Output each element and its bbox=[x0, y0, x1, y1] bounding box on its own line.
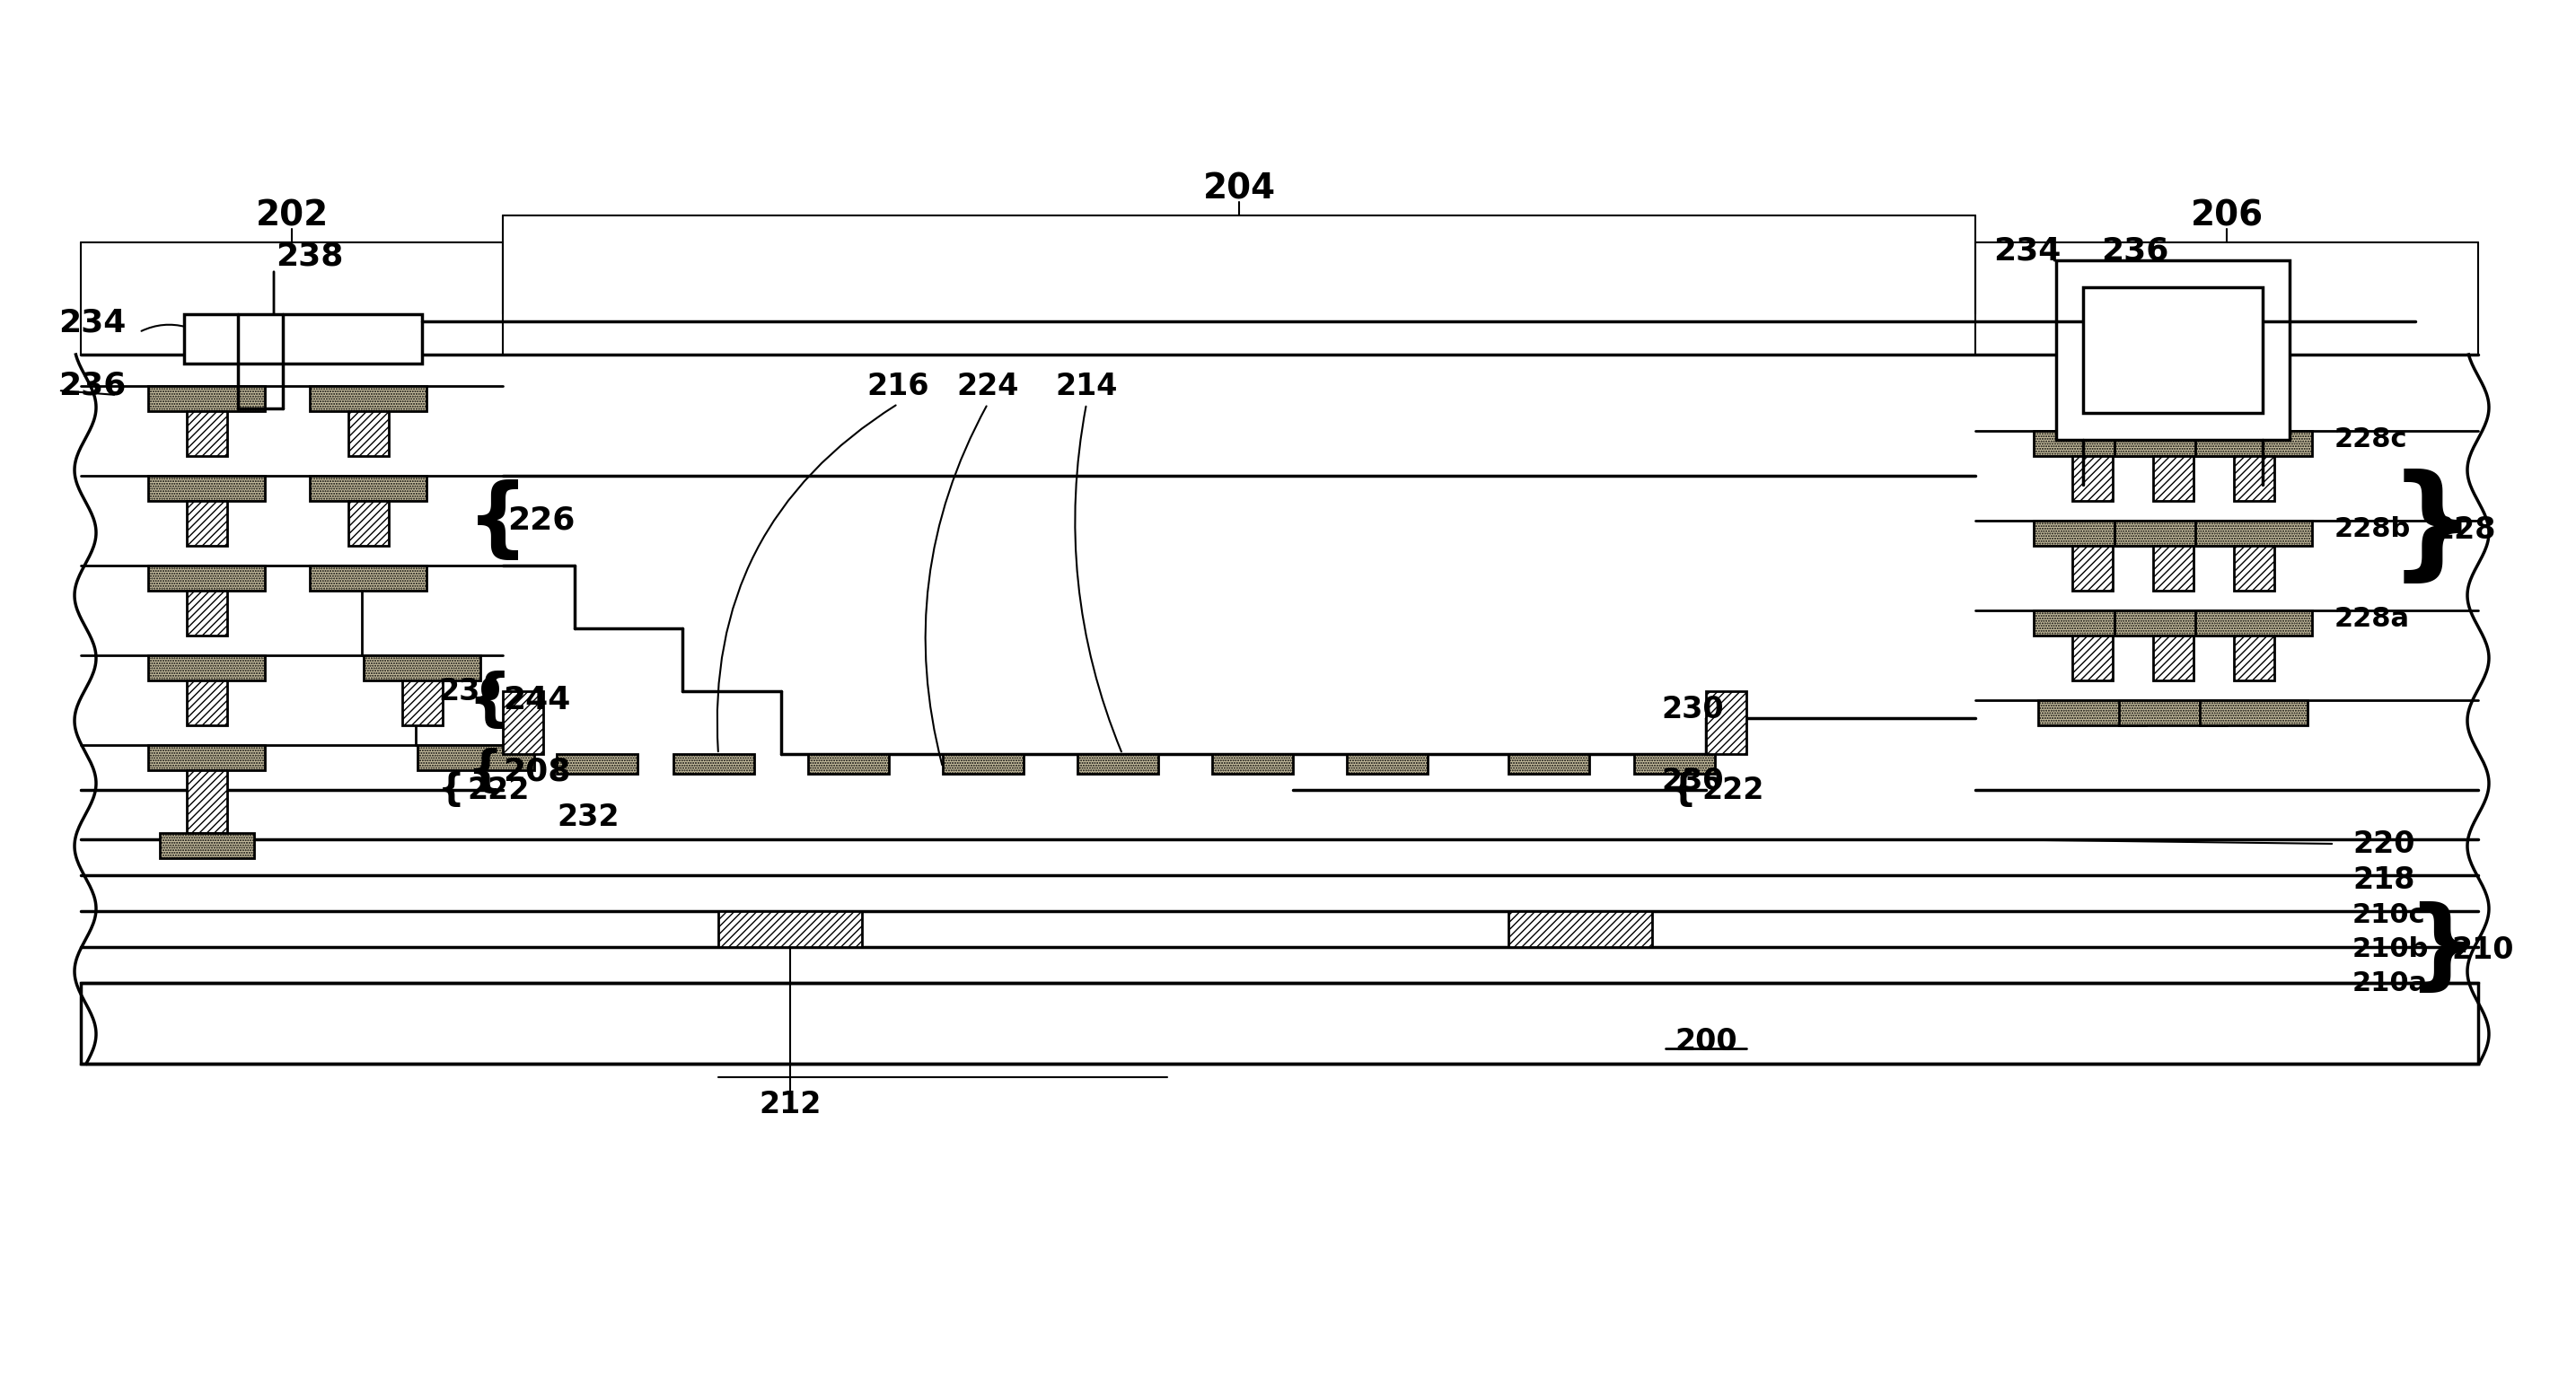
Bar bbox=[149, 386, 265, 412]
Bar bbox=[672, 755, 755, 774]
Bar bbox=[2233, 545, 2275, 591]
Bar bbox=[2195, 610, 2313, 636]
Text: 212: 212 bbox=[760, 1089, 822, 1120]
Bar bbox=[149, 476, 265, 501]
Bar bbox=[2115, 431, 2231, 456]
Bar bbox=[80, 983, 2478, 1063]
Bar bbox=[309, 476, 428, 501]
Bar bbox=[809, 755, 889, 774]
Bar bbox=[309, 566, 428, 591]
Text: 208: 208 bbox=[502, 757, 569, 788]
Text: 222: 222 bbox=[1703, 775, 1765, 804]
Bar bbox=[2200, 700, 2308, 726]
Bar bbox=[2120, 700, 2226, 726]
Bar bbox=[149, 566, 265, 591]
Text: 204: 204 bbox=[1203, 172, 1275, 205]
Text: 228: 228 bbox=[2434, 515, 2496, 544]
Bar bbox=[2195, 521, 2313, 545]
Bar bbox=[2154, 545, 2195, 591]
Bar bbox=[2115, 521, 2231, 545]
Bar bbox=[183, 314, 422, 364]
Bar bbox=[348, 412, 389, 456]
Text: 238: 238 bbox=[276, 241, 343, 271]
Bar bbox=[160, 833, 255, 858]
Text: 244: 244 bbox=[502, 684, 569, 716]
Text: 218: 218 bbox=[2352, 865, 2414, 895]
Bar bbox=[185, 591, 227, 636]
Bar bbox=[2115, 610, 2231, 636]
Bar bbox=[348, 501, 389, 545]
Bar bbox=[2032, 431, 2151, 456]
Bar bbox=[2195, 431, 2313, 456]
Bar bbox=[1705, 691, 1747, 755]
Bar bbox=[943, 755, 1023, 774]
Text: 210b: 210b bbox=[2352, 936, 2429, 963]
Text: 230: 230 bbox=[1662, 766, 1723, 796]
Bar bbox=[149, 745, 265, 770]
Text: 202: 202 bbox=[255, 198, 327, 233]
Bar bbox=[719, 912, 863, 947]
Text: 236: 236 bbox=[2102, 235, 2169, 267]
Bar bbox=[402, 680, 443, 726]
Bar bbox=[1347, 755, 1427, 774]
Bar bbox=[2071, 456, 2112, 501]
Bar bbox=[2056, 260, 2290, 439]
Bar bbox=[556, 755, 636, 774]
Bar bbox=[2032, 521, 2151, 545]
Bar bbox=[1510, 755, 1589, 774]
Bar bbox=[2071, 636, 2112, 680]
Text: 200: 200 bbox=[1674, 1026, 1736, 1056]
Text: 234: 234 bbox=[59, 308, 126, 339]
Bar bbox=[1633, 755, 1716, 774]
Text: 206: 206 bbox=[2190, 198, 2264, 233]
Bar bbox=[1510, 912, 1651, 947]
Text: 210a: 210a bbox=[2352, 971, 2429, 997]
Bar bbox=[2154, 636, 2195, 680]
Text: 230: 230 bbox=[438, 676, 500, 706]
Bar bbox=[2233, 636, 2275, 680]
Text: 214: 214 bbox=[1056, 372, 1118, 401]
Text: 228a: 228a bbox=[2334, 606, 2411, 632]
Text: {: { bbox=[466, 671, 513, 730]
Text: 228b: 228b bbox=[2334, 516, 2411, 543]
Text: 210: 210 bbox=[2452, 935, 2514, 964]
Bar bbox=[502, 691, 544, 755]
Bar bbox=[2032, 610, 2151, 636]
Text: 234: 234 bbox=[1994, 235, 2061, 267]
Text: 222: 222 bbox=[466, 775, 528, 804]
Text: 224: 224 bbox=[956, 372, 1018, 401]
Bar bbox=[2071, 545, 2112, 591]
Bar bbox=[2233, 456, 2275, 501]
Bar bbox=[2154, 456, 2195, 501]
Text: 226: 226 bbox=[507, 505, 574, 536]
Bar bbox=[1077, 755, 1159, 774]
Text: {: { bbox=[466, 748, 502, 796]
Bar bbox=[2038, 700, 2146, 726]
Text: 230: 230 bbox=[1662, 694, 1723, 724]
Text: }: } bbox=[2388, 470, 2478, 591]
Bar bbox=[2084, 288, 2262, 413]
Bar bbox=[309, 386, 428, 412]
Text: {: { bbox=[438, 771, 464, 808]
Text: 216: 216 bbox=[866, 372, 930, 401]
Text: }: } bbox=[2406, 902, 2478, 998]
Text: 220: 220 bbox=[2352, 829, 2414, 859]
Bar bbox=[185, 770, 227, 833]
Text: 236: 236 bbox=[59, 370, 126, 401]
Text: 232: 232 bbox=[556, 801, 618, 832]
Bar bbox=[417, 745, 533, 770]
Text: 228c: 228c bbox=[2334, 427, 2409, 453]
Bar bbox=[185, 501, 227, 545]
Bar bbox=[185, 680, 227, 726]
Bar bbox=[1213, 755, 1293, 774]
Bar bbox=[185, 412, 227, 456]
Text: {: { bbox=[466, 479, 528, 562]
Text: {: { bbox=[1669, 771, 1698, 808]
Bar bbox=[149, 655, 265, 680]
Text: 210c: 210c bbox=[2352, 902, 2427, 928]
Bar bbox=[363, 655, 479, 680]
